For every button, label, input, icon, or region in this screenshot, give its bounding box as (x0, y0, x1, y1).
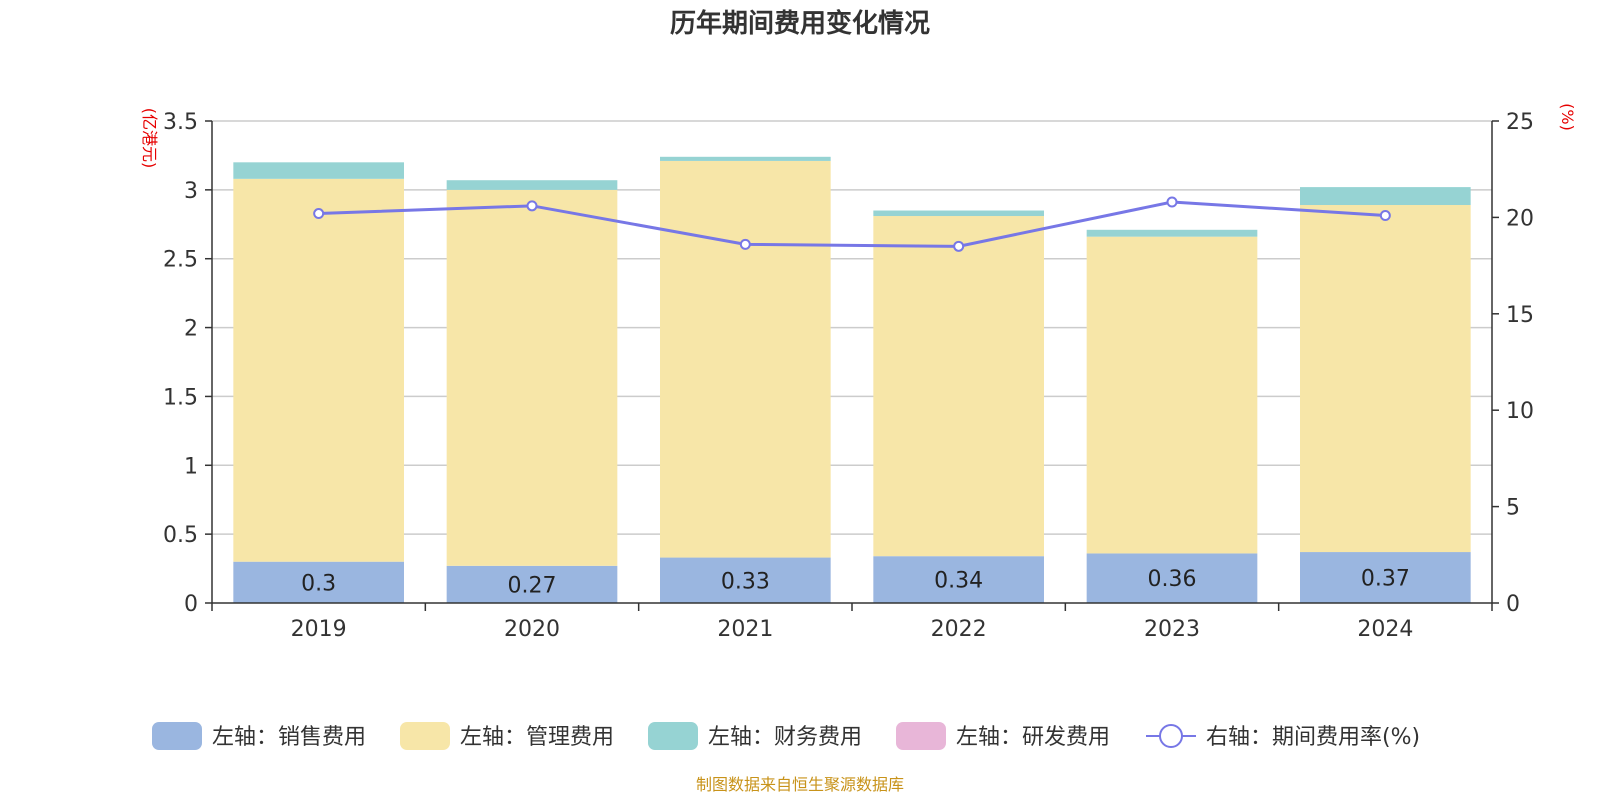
bar-segment-3 (1086, 229, 1258, 237)
left-axis-tick-label: 1.5 (163, 385, 198, 410)
right-axis-tick-label: 5 (1506, 496, 1520, 521)
grid-lines (212, 120, 1492, 535)
legend-swatch (648, 722, 698, 750)
legend-label: 左轴：财务费用 (708, 725, 862, 750)
legend-label: 左轴：管理费用 (460, 725, 614, 750)
x-axis-tick-label: 2022 (931, 617, 987, 642)
x-axis-tick-label: 2024 (1357, 617, 1413, 642)
source-note: 制图数据来自恒生聚源数据库 (696, 775, 904, 794)
left-axis-tick-label: 1 (184, 454, 198, 479)
rate-point (526, 200, 538, 212)
bar-segment-3 (233, 162, 404, 179)
bar-segment-2 (1300, 205, 1471, 553)
bar-data-label: 0.36 (1148, 567, 1197, 592)
rate-point (1379, 209, 1391, 221)
bar-segment-1 (873, 556, 1044, 603)
right-axis-tick-label: 10 (1506, 399, 1534, 424)
data-labels: 0.3 0.27 0.33 0.34 0.36 0.37 (301, 567, 1410, 599)
bar-data-label: 0.37 (1361, 567, 1410, 592)
left-axis-tick-label: 3 (184, 179, 198, 204)
rate-line (313, 196, 1391, 252)
legend-label: 右轴：期间费用率(%) (1206, 725, 1420, 750)
rate-point (953, 240, 965, 252)
bar-segment-2 (1086, 236, 1258, 554)
rate-line-path (318, 200, 1386, 248)
bar-data-label: 0.3 (301, 571, 336, 596)
axes: 0 0.5 1 1.5 2 2.5 3 3.5 0 5 10 15 20 25 2019 2020 2021 20… (163, 110, 1534, 642)
x-axis-tick-label: 2023 (1144, 617, 1200, 642)
legend-swatch (896, 722, 946, 750)
chart-title: 历年期间费用变化情况 (670, 8, 930, 39)
left-axis-tick-label: 3.5 (163, 110, 198, 135)
x-axis-tick-label: 2020 (504, 617, 560, 642)
legend-swatch (152, 722, 202, 750)
legend-label: 左轴：销售费用 (212, 725, 366, 750)
bar-segment-1 (233, 561, 404, 603)
left-axis-tick-label: 0.5 (163, 523, 198, 548)
bar-segment-2 (660, 160, 831, 558)
bar-segment-2 (233, 178, 404, 562)
x-axis-tick-label: 2021 (717, 617, 773, 642)
bar-data-label: 0.33 (721, 569, 770, 594)
bar-data-label: 0.27 (508, 573, 557, 598)
right-axis-unit: (%) (1558, 103, 1577, 131)
right-axis-tick-label: 0 (1506, 592, 1520, 617)
legend-label: 左轴：研发费用 (956, 725, 1110, 750)
legend-marker-icon (1159, 724, 1183, 748)
left-axis-unit: (亿港元) (140, 108, 159, 169)
left-axis-tick-label: 2.5 (163, 248, 198, 273)
x-axis-tick-label: 2019 (291, 617, 347, 642)
bar-segment-1 (1086, 553, 1258, 603)
left-axis-tick-label: 0 (184, 592, 198, 617)
bar-segment-3 (660, 156, 831, 161)
left-axis-tick-label: 2 (184, 317, 198, 342)
rate-point (1166, 196, 1178, 208)
bar-segment-3 (1300, 187, 1471, 206)
right-axis-tick-label: 15 (1506, 303, 1534, 328)
bars (233, 156, 1471, 603)
bar-segment-2 (446, 189, 618, 566)
bar-segment-2 (873, 216, 1044, 557)
bar-data-label: 0.34 (934, 569, 983, 594)
rate-point (739, 238, 751, 250)
bar-segment-1 (660, 557, 831, 603)
legend: 左轴：销售费用 左轴：管理费用 左轴：财务费用 左轴：研发费用 右轴：期间费用率(%) (152, 722, 1420, 750)
bar-segment-3 (873, 210, 1044, 217)
legend-swatch (400, 722, 450, 750)
bar-segment-1 (1300, 552, 1471, 603)
bar-segment-3 (446, 180, 618, 190)
bar-segment-1 (446, 565, 618, 603)
rate-point (313, 208, 325, 220)
right-axis-tick-label: 25 (1506, 110, 1534, 135)
right-axis-tick-label: 20 (1506, 206, 1534, 231)
